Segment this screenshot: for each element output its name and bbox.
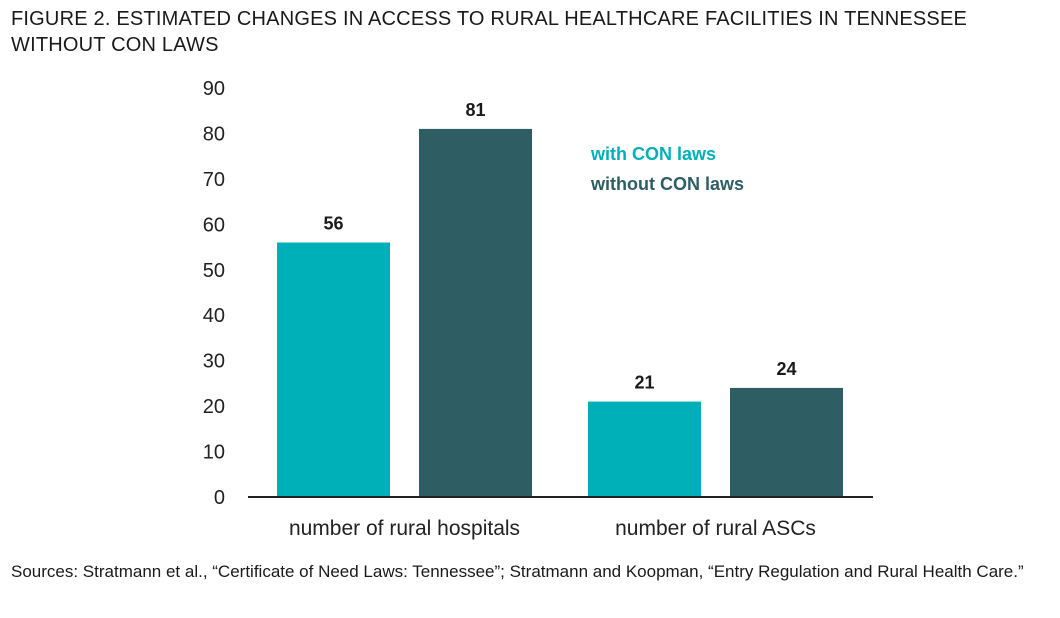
bar-value-label: 24 — [776, 359, 796, 379]
bar — [419, 128, 532, 497]
y-tick-label: 50 — [203, 260, 225, 282]
y-tick-label: 0 — [214, 487, 225, 509]
y-tick-label: 10 — [203, 442, 225, 464]
bar-value-label: 21 — [634, 373, 654, 393]
y-axis: 0 10 20 30 40 50 60 70 80 90 — [203, 78, 225, 509]
y-tick-label: 60 — [203, 214, 225, 236]
bar-chart: 0 10 20 30 40 50 60 70 80 90 56 81 21 24 number of r… — [203, 78, 873, 540]
y-tick-label: 40 — [203, 305, 225, 327]
bar-value-label: 56 — [323, 214, 343, 234]
bar-value-label: 81 — [465, 100, 485, 120]
source-note: Sources: Stratmann et al., “Certificate … — [11, 562, 1024, 581]
legend: with CON laws without CON laws — [590, 144, 744, 194]
bar — [730, 387, 843, 497]
x-category-label: number of rural hospitals — [289, 517, 520, 540]
y-tick-label: 20 — [203, 396, 225, 418]
bar — [588, 401, 701, 497]
x-axis: number of rural hospitals number of rural… — [248, 496, 873, 540]
bar — [277, 242, 390, 497]
legend-entry: with CON laws — [590, 144, 716, 164]
legend-entry: without CON laws — [590, 174, 744, 194]
y-tick-label: 90 — [203, 78, 225, 100]
y-tick-label: 70 — [203, 169, 225, 191]
y-tick-label: 30 — [203, 351, 225, 373]
chart-title: FIGURE 2. ESTIMATED CHANGES IN ACCESS TO… — [11, 8, 968, 56]
y-tick-label: 80 — [203, 123, 225, 145]
x-category-label: number of rural ASCs — [615, 517, 816, 540]
bars: 56 81 21 24 — [277, 100, 843, 497]
